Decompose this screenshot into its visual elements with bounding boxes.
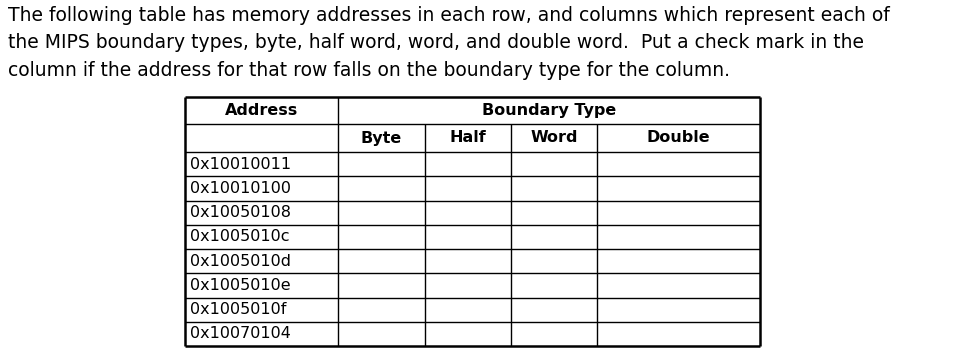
Text: Boundary Type: Boundary Type [482,103,616,118]
Text: 0x1005010f: 0x1005010f [190,302,287,317]
Text: 0x10050108: 0x10050108 [190,205,291,220]
Text: 0x10010011: 0x10010011 [190,157,291,172]
Text: 0x10070104: 0x10070104 [190,326,290,341]
Text: Word: Word [530,131,578,146]
Text: Double: Double [647,131,711,146]
Text: 0x1005010d: 0x1005010d [190,254,291,269]
Text: Half: Half [449,131,486,146]
Text: The following table has memory addresses in each row, and columns which represen: The following table has memory addresses… [8,6,890,79]
Text: Byte: Byte [361,131,402,146]
Text: 0x1005010e: 0x1005010e [190,278,290,293]
Text: 0x10010100: 0x10010100 [190,181,291,196]
Text: Address: Address [225,103,298,118]
Text: 0x1005010c: 0x1005010c [190,229,289,244]
